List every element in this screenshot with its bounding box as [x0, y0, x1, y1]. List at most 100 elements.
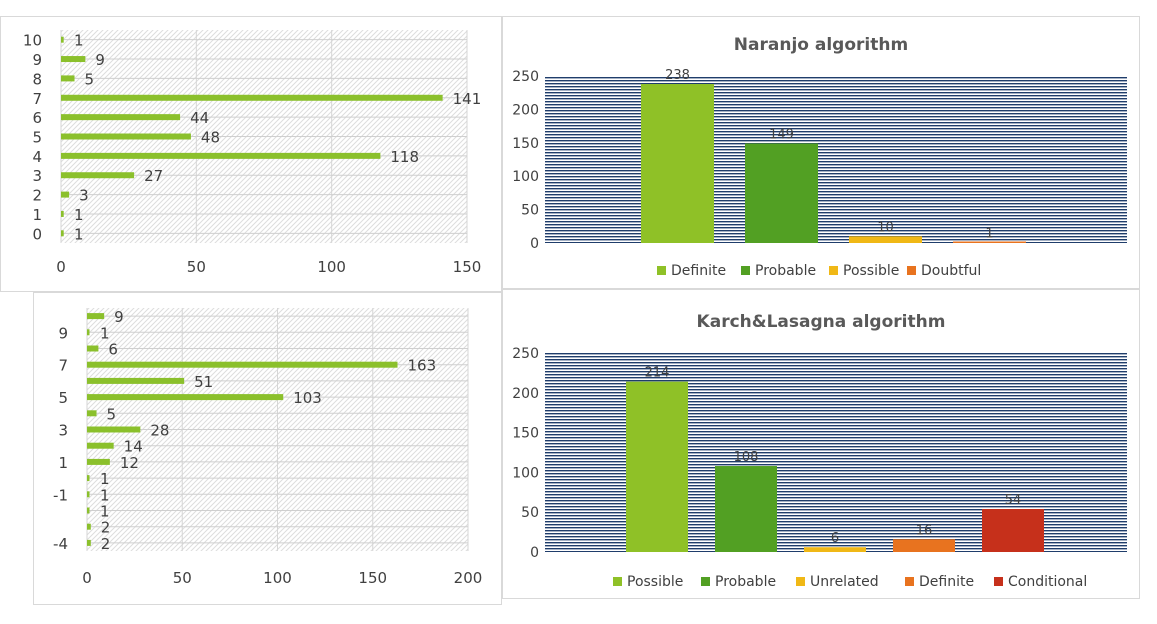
y-tick-label: 9	[58, 324, 68, 342]
x-tick-label: 150	[453, 258, 482, 276]
bar	[87, 410, 97, 417]
legend-swatch	[907, 266, 916, 275]
data-label: 6	[108, 341, 118, 359]
data-label: 1	[74, 32, 84, 50]
y-tick-label: 5	[58, 389, 68, 407]
data-label: 9	[95, 51, 105, 69]
bar	[87, 475, 90, 482]
bar	[61, 56, 86, 63]
y-tick-label: 100	[512, 169, 539, 185]
x-tick-label: 50	[173, 569, 192, 587]
bar	[61, 133, 191, 140]
bar	[87, 329, 90, 336]
x-tick-label: 0	[82, 569, 92, 587]
bar	[87, 491, 90, 498]
legend-swatch	[796, 577, 805, 586]
chart-title: Naranjo algorithm	[734, 35, 908, 55]
legend-item-label: Probable	[715, 574, 776, 590]
y-tick-label: 4	[32, 148, 42, 166]
legend: Definite Probable Possible Doubtful	[657, 263, 981, 279]
y-tick-label: 3	[58, 422, 68, 440]
y-tick-label: 1	[32, 206, 42, 224]
x-tick-label: 150	[358, 569, 387, 587]
data-label: 103	[293, 389, 322, 407]
legend-item-label: Conditional	[1008, 574, 1087, 590]
data-label: 163	[408, 357, 437, 375]
data-label: 1	[74, 225, 84, 243]
horizontal-bar-chart-2: 0 50 100 150 2002-4211-111211428351035511637…	[53, 308, 483, 587]
bar	[87, 345, 99, 352]
data-label: 238	[665, 68, 690, 83]
bar	[982, 509, 1044, 552]
data-label: 108	[734, 450, 759, 465]
x-tick-label: 0	[56, 258, 66, 276]
y-tick-label: 6	[32, 109, 42, 127]
data-label: 141	[453, 90, 482, 108]
data-label: 1	[100, 324, 110, 342]
y-tick-label: 5	[32, 129, 42, 147]
y-tick-label: 150	[512, 136, 539, 152]
x-tick-label: 50	[187, 258, 206, 276]
bar	[87, 377, 185, 384]
legend-swatch	[657, 266, 666, 275]
y-tick-label: 50	[521, 203, 539, 219]
bar	[87, 523, 91, 530]
data-label: 5	[85, 70, 95, 88]
data-label: 27	[144, 167, 163, 185]
bar	[61, 230, 64, 237]
legend-item-label: Doubtful	[921, 263, 981, 279]
bar	[849, 236, 922, 243]
data-label: 54	[1005, 493, 1022, 508]
data-label: 118	[390, 148, 419, 166]
data-label: 1	[985, 226, 993, 241]
legend: Possible Probable Unrelated Definite Conditi…	[613, 574, 1087, 590]
bar	[61, 210, 64, 217]
bar	[61, 114, 181, 121]
chart-panel-top-left: 0 50 100 150 1 0 1 1 3 2 27 3 118 4 48 5 44 6 141 7 5 8 9 9 1 10	[0, 16, 502, 292]
y-tick-label: 10	[23, 32, 42, 50]
data-label: 28	[150, 422, 169, 440]
data-label: 214	[645, 366, 670, 381]
y-tick-label: 1	[58, 454, 68, 472]
y-tick-label: 8	[32, 70, 42, 88]
legend-swatch	[829, 266, 838, 275]
bar	[87, 458, 110, 465]
y-tick-label: 0	[530, 236, 539, 252]
y-tick-label: 9	[32, 51, 42, 69]
y-tick-label: 2	[32, 187, 42, 205]
bar	[87, 394, 284, 401]
x-tick-label: 100	[263, 569, 292, 587]
data-label: 12	[120, 454, 139, 472]
data-label: 2	[101, 519, 111, 537]
bar	[953, 241, 1026, 243]
bar	[87, 313, 105, 320]
data-label: 6	[831, 531, 839, 546]
karch-lasagna-bar-chart: Karch&Lasagna algorithm 0 50 100 150 200 250 2…	[512, 312, 1127, 590]
bar	[87, 426, 141, 433]
legend-item-label: Unrelated	[810, 574, 879, 590]
data-label: 10	[877, 220, 894, 235]
y-tick-label: 0	[32, 225, 42, 243]
data-label: 1	[100, 503, 110, 521]
legend-item-label: Definite	[671, 263, 726, 279]
data-label: 1	[100, 486, 110, 504]
x-tick-label: 100	[317, 258, 346, 276]
legend-item-label: Definite	[919, 574, 974, 590]
bar	[641, 84, 714, 244]
y-tick-label: -4	[53, 535, 68, 553]
bar	[745, 143, 818, 243]
y-tick-label: 0	[530, 545, 539, 561]
chart-panel-karch-lasagna: Karch&Lasagna algorithm 0 50 100 150 200 250 2…	[502, 289, 1140, 599]
y-tick-label: 7	[32, 90, 42, 108]
bar	[61, 36, 64, 43]
x-tick-label: 200	[454, 569, 483, 587]
bar	[61, 191, 70, 198]
y-tick-label: 150	[512, 426, 539, 442]
y-tick-label: -1	[53, 486, 68, 504]
legend-swatch	[613, 577, 622, 586]
y-tick-label: 200	[512, 102, 539, 118]
legend-swatch	[905, 577, 914, 586]
legend-item-label: Possible	[843, 263, 899, 279]
data-label: 5	[107, 405, 117, 423]
